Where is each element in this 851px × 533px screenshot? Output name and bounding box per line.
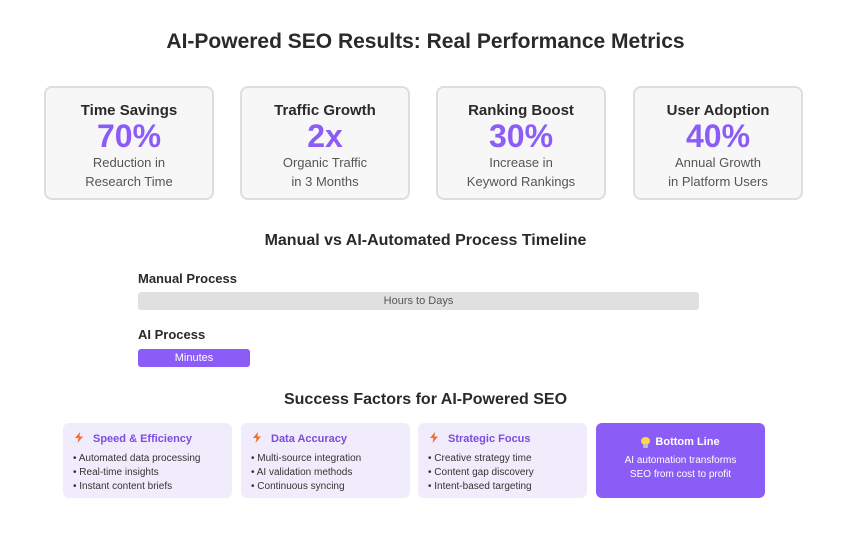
list-item: Continuous syncing: [251, 480, 410, 494]
metric-value: 40%: [685, 118, 751, 154]
factor-list: Automated data processing Real-time insi…: [73, 452, 232, 494]
factor-card-strategic: Strategic Focus Creative strategy time C…: [418, 423, 587, 498]
metric-desc-line-2: Research Time: [85, 174, 173, 189]
manual-process-label: Manual Process: [138, 271, 237, 286]
metric-desc-line-1: Reduction in: [92, 155, 166, 170]
factor-card-title: Speed & Efficiency: [93, 433, 193, 445]
list-item: Content gap discovery: [428, 466, 587, 480]
timeline-title: Manual vs AI-Automated Process Timeline: [264, 232, 587, 249]
lightbulb-icon: [641, 436, 651, 448]
metric-card-time-savings: Time Savings 70% Reduction in Research T…: [44, 86, 214, 200]
metric-value: 2x: [307, 118, 343, 154]
success-factors-title: Success Factors for AI-Powered SEO: [283, 391, 568, 408]
bottom-line-card: Bottom Line AI automation transforms SEO…: [596, 423, 765, 498]
lightning-icon: [75, 432, 87, 446]
factor-list: Creative strategy time Content gap disco…: [428, 452, 587, 494]
factor-card-speed: Speed & Efficiency Automated data proces…: [63, 423, 232, 498]
factor-card-header: Speed & Efficiency: [73, 432, 232, 446]
factor-card-header: Strategic Focus: [428, 432, 587, 446]
factor-card-accuracy: Data Accuracy Multi-source integration A…: [241, 423, 410, 498]
metric-value: 70%: [96, 118, 162, 154]
list-item: Automated data processing: [73, 452, 232, 466]
bottom-line-title: Bottom Line: [655, 436, 720, 448]
list-item: Real-time insights: [73, 466, 232, 480]
ai-process-label: AI Process: [138, 327, 206, 342]
factor-card-header: Data Accuracy: [251, 432, 410, 446]
list-item: Creative strategy time: [428, 452, 587, 466]
metric-value: 30%: [488, 118, 554, 154]
page-title: AI-Powered SEO Results: Real Performance…: [166, 30, 685, 53]
metric-label: User Adoption: [666, 102, 770, 119]
lightning-icon: [430, 432, 442, 446]
factor-card-title: Strategic Focus: [448, 433, 531, 445]
metric-desc-line-1: Organic Traffic: [282, 155, 368, 170]
metric-label: Ranking Boost: [468, 102, 574, 119]
factor-list: Multi-source integration AI validation m…: [251, 452, 410, 494]
metric-card-user-adoption: User Adoption 40% Annual Growth in Platf…: [633, 86, 803, 200]
list-item: Intent-based targeting: [428, 480, 587, 494]
metric-card-traffic-growth: Traffic Growth 2x Organic Traffic in 3 M…: [240, 86, 410, 200]
metric-desc-line-1: Increase in: [489, 155, 553, 170]
metric-card-ranking-boost: Ranking Boost 30% Increase in Keyword Ra…: [436, 86, 606, 200]
bottom-line-text: AI automation transforms SEO from cost t…: [624, 455, 737, 480]
metric-desc-line-2: Keyword Rankings: [466, 174, 576, 189]
list-item: Multi-source integration: [251, 452, 410, 466]
list-item: AI validation methods: [251, 466, 410, 480]
bottom-line-header: Bottom Line: [596, 436, 765, 448]
manual-process-bar: Hours to Days: [138, 292, 699, 310]
metric-label: Time Savings: [80, 102, 178, 119]
metric-label: Traffic Growth: [274, 102, 376, 119]
metric-desc-line-2: in 3 Months: [291, 174, 359, 189]
metric-desc-line-2: in Platform Users: [668, 174, 768, 189]
ai-process-bar: Minutes: [138, 349, 250, 367]
factor-card-title: Data Accuracy: [271, 433, 348, 445]
list-item: Instant content briefs: [73, 480, 232, 494]
metric-desc-line-1: Annual Growth: [675, 155, 761, 170]
lightning-icon: [253, 432, 265, 446]
